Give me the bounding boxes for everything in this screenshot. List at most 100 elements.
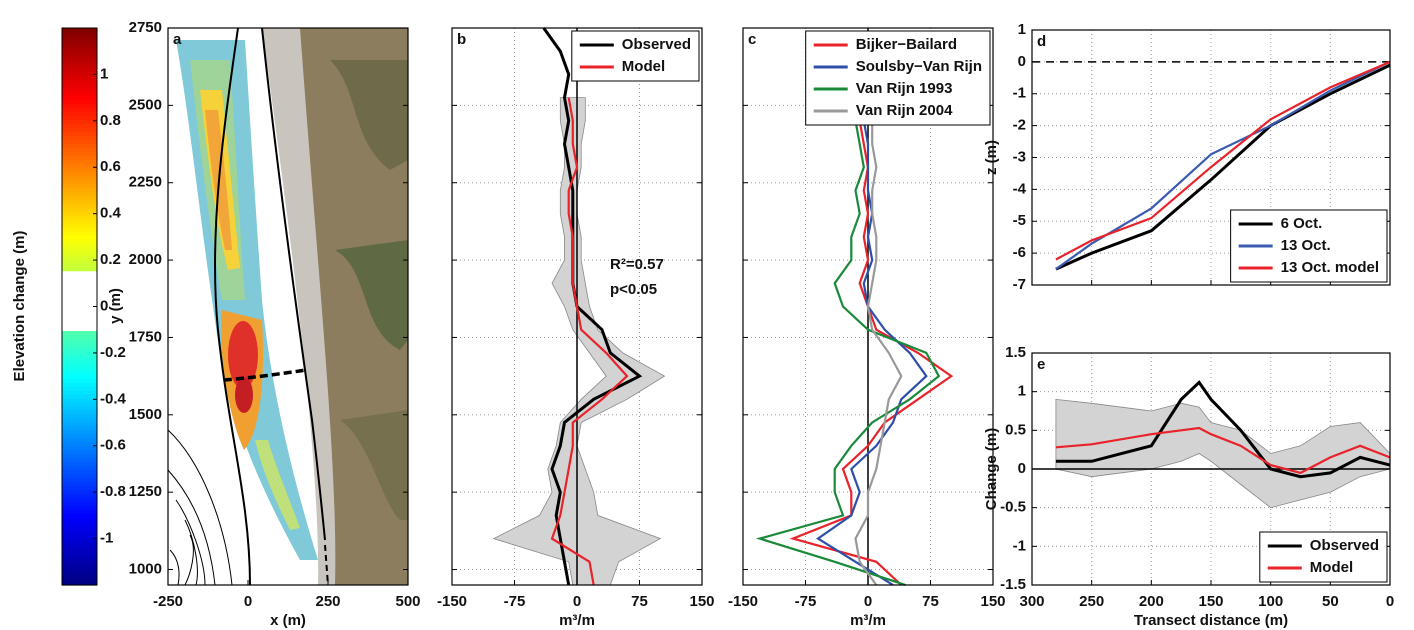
- colorbar-cell: [62, 489, 97, 495]
- colorbar-cell: [62, 286, 97, 292]
- colorbar-cell: [62, 159, 97, 164]
- y-tick-label: 1250: [129, 483, 162, 500]
- colorbar-tick-label: 1: [100, 65, 108, 82]
- colorbar-cell: [62, 382, 97, 387]
- x-axis-label: x (m): [270, 612, 306, 629]
- colorbar-cell: [62, 366, 97, 371]
- colorbar-cell: [62, 211, 97, 216]
- colorbar-cell: [62, 326, 97, 331]
- legend-label: Model: [1310, 559, 1353, 576]
- colorbar-cell: [62, 493, 97, 499]
- y-axis-label: Change (m): [983, 428, 1000, 511]
- colorbar-cell: [62, 473, 97, 479]
- legend: Observed Model: [1259, 531, 1388, 583]
- colorbar-cell: [62, 222, 97, 228]
- colorbar-cell: [62, 441, 97, 447]
- colorbar-cell: [62, 135, 97, 140]
- colorbar-cell: [62, 131, 97, 137]
- x-tick-label: 75: [922, 593, 939, 610]
- colorbar-cell: [62, 258, 97, 264]
- x-tick-label: 100: [1258, 593, 1283, 610]
- colorbar-cell: [62, 405, 97, 411]
- colorbar-cell: [62, 541, 97, 546]
- legend: Bijker−Bailard Soulsby−Van Rijn Van Rijn 1…: [805, 30, 991, 126]
- colorbar-cell: [62, 262, 97, 268]
- annotation: R²=0.57: [610, 256, 664, 273]
- colorbar-cell: [62, 43, 97, 49]
- colorbar-cell: [62, 87, 97, 93]
- x-tick-label: 150: [1198, 593, 1223, 610]
- y-tick-label: -5: [1013, 212, 1026, 229]
- colorbar-cell: [62, 55, 97, 61]
- colorbar-cell: [62, 390, 97, 395]
- colorbar-cell: [62, 155, 97, 160]
- colorbar-cell: [62, 123, 97, 129]
- x-tick-label: 300: [1019, 593, 1044, 610]
- colorbar-tick-label: 0.4: [100, 205, 122, 222]
- legend-label: Van Rijn 2004: [856, 102, 953, 119]
- colorbar-cell: [62, 318, 97, 324]
- y-tick-label: -1: [1013, 85, 1026, 102]
- legend-label: Model: [622, 58, 665, 75]
- colorbar-cell: [62, 278, 97, 284]
- series-line: [550, 97, 629, 586]
- colorbar-cell: [62, 398, 97, 403]
- colorbar-cell: [62, 429, 97, 435]
- legend-label: Van Rijn 1993: [856, 80, 953, 97]
- colorbar-cell: [62, 28, 97, 33]
- colorbar-cell: [62, 445, 97, 451]
- colorbar-cell: [62, 83, 97, 89]
- colorbar-tick-label: -0.4: [100, 390, 127, 407]
- colorbar-cell: [62, 501, 97, 507]
- x-axis-label: Transect distance (m): [1134, 612, 1288, 629]
- series-line: [1055, 426, 1391, 475]
- x-tick-label: 150: [689, 593, 714, 610]
- y-tick-label: 1750: [129, 328, 162, 345]
- colorbar-cell: [62, 342, 97, 347]
- legend: 6 Oct. 13 Oct. 13 Oct. model: [1230, 209, 1388, 283]
- colorbar-tick-label: 0.8: [100, 112, 121, 129]
- colorbar-cell: [62, 561, 97, 566]
- y-tick-label: -4: [1013, 180, 1027, 197]
- colorbar-cell: [62, 75, 97, 81]
- colorbar-cell: [62, 111, 97, 117]
- legend: Observed Model: [571, 30, 700, 82]
- x-tick-label: -75: [504, 593, 526, 610]
- y-tick-label: 1: [1018, 21, 1026, 38]
- colorbar-cell: [62, 330, 97, 335]
- colorbar-cell: [62, 517, 97, 522]
- y-tick-label: 1500: [129, 406, 162, 423]
- colorbar-cell: [62, 521, 97, 526]
- colorbar-tick-label: 0: [100, 297, 108, 314]
- colorbar-cell: [62, 187, 97, 192]
- x-tick-label: 0: [864, 593, 872, 610]
- colorbar-cell: [62, 47, 97, 53]
- legend-box: [805, 30, 991, 126]
- colorbar-cell: [62, 95, 97, 101]
- series-line: [1055, 60, 1391, 261]
- y-axis-label: y (m): [107, 288, 124, 324]
- colorbar-cell: [62, 119, 97, 125]
- colorbar-cell: [62, 537, 97, 542]
- colorbar-cell: [62, 195, 97, 200]
- colorbar-cell: [62, 266, 97, 272]
- colorbar-cell: [62, 115, 97, 121]
- colorbar-cell: [62, 238, 97, 244]
- x-axis-label: m³/m: [559, 612, 595, 629]
- colorbar-cell: [62, 290, 97, 296]
- colorbar-cell: [62, 322, 97, 327]
- y-tick-label: -1: [1013, 537, 1026, 554]
- y-tick-label: 1.5: [1005, 344, 1026, 361]
- colorbar-cell: [62, 354, 97, 359]
- y-tick-label: 2250: [129, 174, 162, 191]
- x-tick-label: 0: [573, 593, 581, 610]
- legend-label: 13 Oct.: [1281, 237, 1331, 254]
- legend-label: Bijker−Bailard: [856, 36, 957, 53]
- colorbar-cell: [62, 477, 97, 483]
- colorbar-cell: [62, 270, 97, 276]
- colorbar-cell: [62, 306, 97, 312]
- plot-frame: [167, 27, 409, 586]
- annotation: p<0.05: [610, 281, 657, 298]
- colorbar-cell: [62, 346, 97, 351]
- colorbar-cell: [62, 453, 97, 459]
